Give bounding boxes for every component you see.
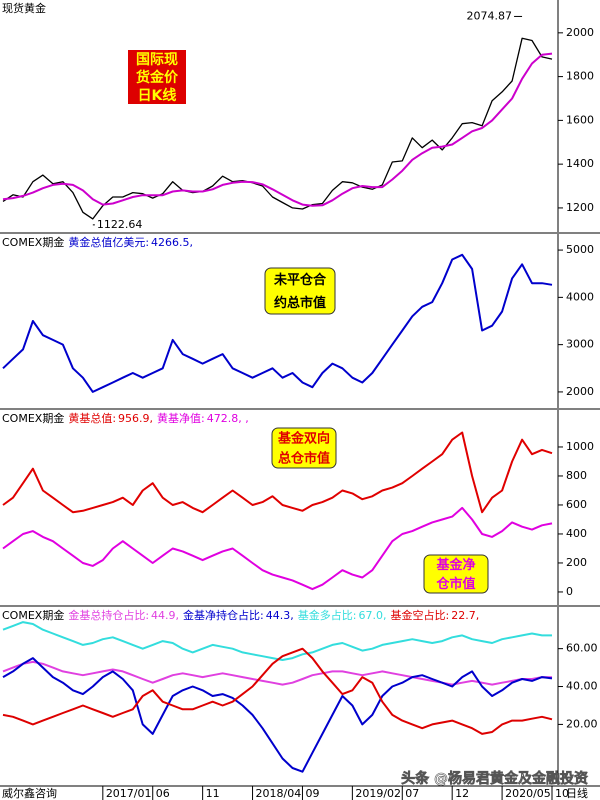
x-tick-label: 10 (555, 787, 569, 800)
watermark: 头条 @杨易君黄金及金融投资 (401, 770, 588, 787)
y-tick-label: 3000 (566, 338, 594, 351)
y-tick-label: 5000 (566, 243, 594, 256)
note-box (423, 554, 489, 594)
x-tick-label: 11 (206, 787, 220, 800)
note-box (271, 427, 337, 469)
legend-name: 金基净持仓占比: (183, 608, 264, 622)
x-tick-label: 07 (405, 787, 419, 800)
note-box (264, 267, 336, 315)
y-tick-label: 2000 (566, 385, 594, 398)
y-tick-label: 0 (566, 585, 573, 598)
series-line (2, 52, 553, 207)
y-tick-label: 20.00 (566, 717, 598, 730)
x-tick-label: 2020/05 (505, 787, 551, 800)
x-tick-label: 2019/02 (355, 787, 401, 800)
series-line (2, 506, 553, 591)
panel-prefix: COMEX期金 (2, 608, 64, 622)
y-tick-label: 600 (566, 498, 587, 511)
note-text: 日K线 (138, 87, 177, 104)
panel-title: 现货黄金 (2, 1, 46, 15)
note-text: 基金净 (435, 557, 475, 573)
series-line (2, 660, 553, 686)
note-text: 总仓市值 (278, 451, 330, 467)
y-tick-label: 1800 (566, 70, 594, 83)
note-text: 约总市值 (274, 295, 326, 311)
y-tick-label: 1000 (566, 440, 594, 453)
panel-header: COMEX期金 黄金总值亿美元: 4266.5, (2, 235, 193, 249)
x-axis-left-label: 威尔鑫咨询 (2, 786, 57, 800)
x-tick-label: 12 (455, 787, 469, 800)
panel-prefix: COMEX期金 (2, 411, 64, 425)
annotation-label: 1122.64 (97, 218, 143, 231)
panel-header: COMEX期金 金基总持仓占比: 44.9, 金基净持仓占比: 44.3, 基金多占比: 6… (2, 608, 479, 622)
legend-name: 金基总持仓占比: (68, 608, 149, 622)
panel-header: COMEX期金 黄基总值: 956.9, 黄基净值: 472.8, , (2, 411, 249, 425)
annotation-label: 2074.87 (467, 9, 513, 22)
y-tick-label: 200 (566, 556, 587, 569)
legend-value: 472.8, , (207, 412, 249, 425)
note-text: 国际现 (136, 52, 178, 68)
legend-name: 基金多占比: (298, 608, 357, 622)
series-line (2, 431, 553, 514)
y-tick-label: 800 (566, 469, 587, 482)
x-tick-label: 09 (305, 787, 319, 800)
note-text: 货金价 (135, 69, 179, 86)
series-line (2, 657, 553, 773)
x-tick-label: 2018/04 (256, 787, 302, 800)
legend-value: 956.9, (118, 412, 153, 425)
legend-name: 黄基净值: (157, 411, 205, 425)
series-line (2, 647, 553, 735)
legend-value: 44.3, (266, 609, 294, 622)
legend-value: 4266.5, (151, 236, 193, 249)
y-tick-label: 1200 (566, 201, 594, 214)
y-tick-label: 1600 (566, 113, 594, 126)
series-line (2, 37, 553, 220)
y-tick-label: 4000 (566, 290, 594, 303)
x-tick-label: 06 (156, 787, 170, 800)
y-tick-label: 60.00 (566, 642, 598, 655)
legend-name: 黄金总值亿美元: (68, 235, 149, 249)
note-text: 基金双向 (277, 431, 330, 447)
y-tick-label: 1400 (566, 157, 594, 170)
y-tick-label: 2000 (566, 26, 594, 39)
legend-name: 黄基总值: (68, 411, 116, 425)
legend-value: 22.7, (451, 609, 479, 622)
x-tick-label: 2017/01 (106, 787, 152, 800)
legend-name: 基金空占比: (390, 608, 449, 622)
y-tick-label: 40.00 (566, 680, 598, 693)
legend-value: 67.0, (358, 609, 386, 622)
y-tick-label: 400 (566, 527, 587, 540)
panel-header: 现货黄金 (2, 1, 46, 15)
series-line (2, 253, 553, 393)
x-axis-right-label: 日线 (566, 786, 588, 800)
note-text: 仓市值 (435, 576, 475, 592)
note-box (128, 50, 186, 104)
panel-prefix: COMEX期金 (2, 235, 64, 249)
legend-value: 44.9, (151, 609, 179, 622)
note-text: 未平仓合 (273, 272, 327, 288)
